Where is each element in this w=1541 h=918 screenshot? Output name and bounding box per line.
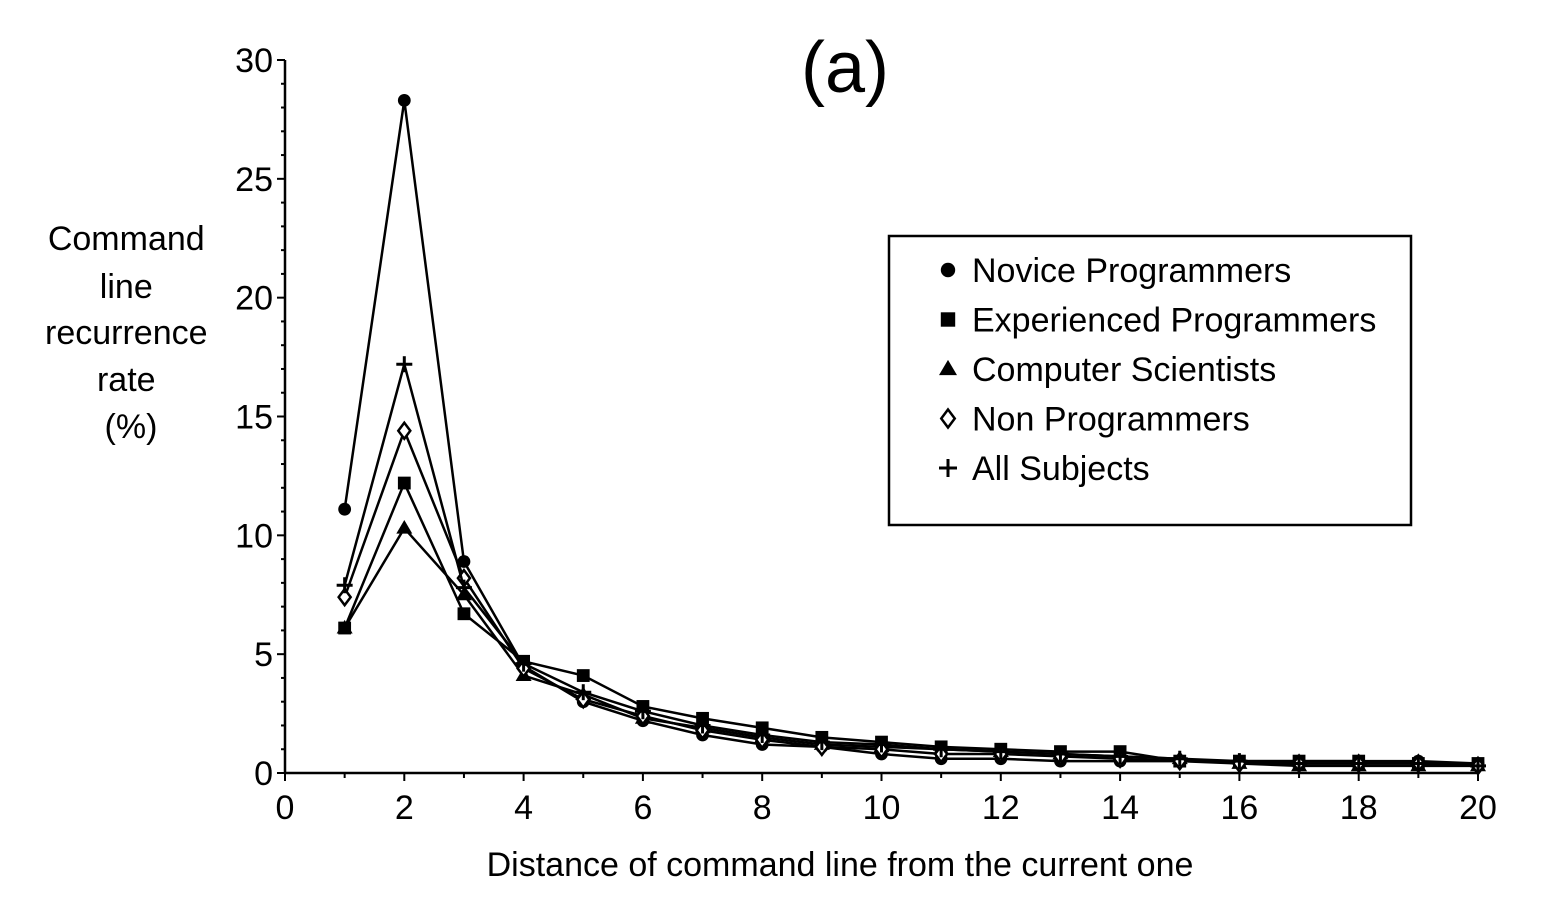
- x-tick-label: 14: [1101, 789, 1139, 827]
- data-point: [813, 734, 830, 751]
- x-tick-label: 6: [633, 789, 652, 827]
- x-tick-label: 18: [1340, 789, 1378, 827]
- legend-box: [887, 234, 1413, 527]
- data-point: [992, 743, 1009, 760]
- series-group: [336, 94, 1486, 776]
- data-point: [1231, 753, 1248, 770]
- data-point: [337, 587, 353, 608]
- legend-label: Non Programmers: [972, 401, 1250, 439]
- y-axis-label-line: rate: [97, 361, 156, 399]
- data-point: [1052, 745, 1069, 762]
- data-point: [457, 555, 471, 568]
- data-point: [1410, 755, 1427, 772]
- legend-label: Computer Scientists: [972, 351, 1276, 389]
- data-point: [933, 741, 950, 758]
- y-axis-label: Command line recurrence rate (%): [45, 220, 217, 446]
- legend-label: Novice Programmers: [972, 252, 1291, 290]
- x-axis-label: Distance of command line from the curren…: [487, 846, 1194, 884]
- series-line: [343, 479, 1478, 765]
- chart-title: (a): [801, 28, 889, 108]
- x-tick-label: 4: [514, 789, 533, 827]
- y-axis-label-line: Command: [48, 220, 205, 258]
- series: [336, 356, 1486, 774]
- axes: [277, 59, 1479, 781]
- legend-item: Computer Scientists: [939, 351, 1276, 389]
- data-point: [455, 579, 472, 596]
- x-tick-label: 0: [276, 789, 295, 827]
- data-point: [754, 726, 771, 743]
- data-point: [1171, 750, 1188, 767]
- y-tick-label: 25: [235, 161, 273, 199]
- series-line: [343, 526, 1478, 768]
- x-tick-label: 8: [753, 789, 772, 827]
- x-tick-label: 12: [982, 789, 1020, 827]
- data-point: [397, 94, 411, 107]
- data-point: [457, 607, 471, 621]
- data-point: [396, 520, 413, 534]
- data-point: [694, 717, 711, 734]
- y-tick-label: 10: [235, 517, 273, 555]
- data-point: [939, 407, 957, 430]
- series-line: [343, 359, 1479, 768]
- data-point: [939, 459, 957, 477]
- data-point: [1112, 748, 1129, 765]
- y-tick-label: 0: [254, 755, 273, 793]
- data-point: [1350, 755, 1367, 772]
- legend-item: Novice Programmers: [940, 252, 1291, 290]
- y-tick-label: 15: [235, 399, 273, 437]
- y-axis-label-line: line: [100, 268, 153, 306]
- data-point: [634, 703, 651, 720]
- data-point: [940, 262, 956, 278]
- legend-item: Experienced Programmers: [940, 302, 1376, 340]
- legend-label: All Subjects: [972, 450, 1150, 488]
- data-point: [396, 356, 413, 373]
- data-point: [397, 476, 411, 490]
- data-point: [515, 655, 532, 672]
- tick-labels: 0 5 10 15 20 25 30 0 2 4 6 8 10 12 14 16 18 20: [235, 42, 1497, 827]
- legend-item: All Subjects: [939, 450, 1150, 488]
- legend-items: Novice Programmers Experienced Programmer…: [939, 252, 1376, 488]
- data-point: [575, 684, 592, 701]
- y-axis-label-line: recurrence: [45, 314, 208, 352]
- x-tick-label: 2: [395, 789, 414, 827]
- data-point: [396, 420, 412, 441]
- data-point: [1291, 755, 1308, 772]
- x-tick-label: 10: [863, 789, 901, 827]
- data-point: [940, 312, 956, 327]
- data-point: [336, 619, 353, 634]
- legend-label: Experienced Programmers: [972, 302, 1376, 340]
- legend: Novice Programmers Experienced Programmer…: [887, 234, 1413, 527]
- data-point: [336, 577, 353, 594]
- data-point: [576, 669, 590, 682]
- legend-item: Non Programmers: [939, 401, 1250, 439]
- data-point: [1470, 757, 1486, 774]
- data-point: [873, 736, 890, 753]
- y-axis-label-line: (%): [105, 408, 158, 446]
- x-tick-label: 16: [1220, 789, 1258, 827]
- y-tick-label: 20: [235, 280, 273, 318]
- x-tick-label: 20: [1459, 789, 1497, 827]
- data-point: [338, 502, 352, 516]
- y-tick-label: 30: [235, 42, 273, 80]
- y-tick-label: 5: [254, 636, 273, 674]
- data-point: [939, 359, 957, 376]
